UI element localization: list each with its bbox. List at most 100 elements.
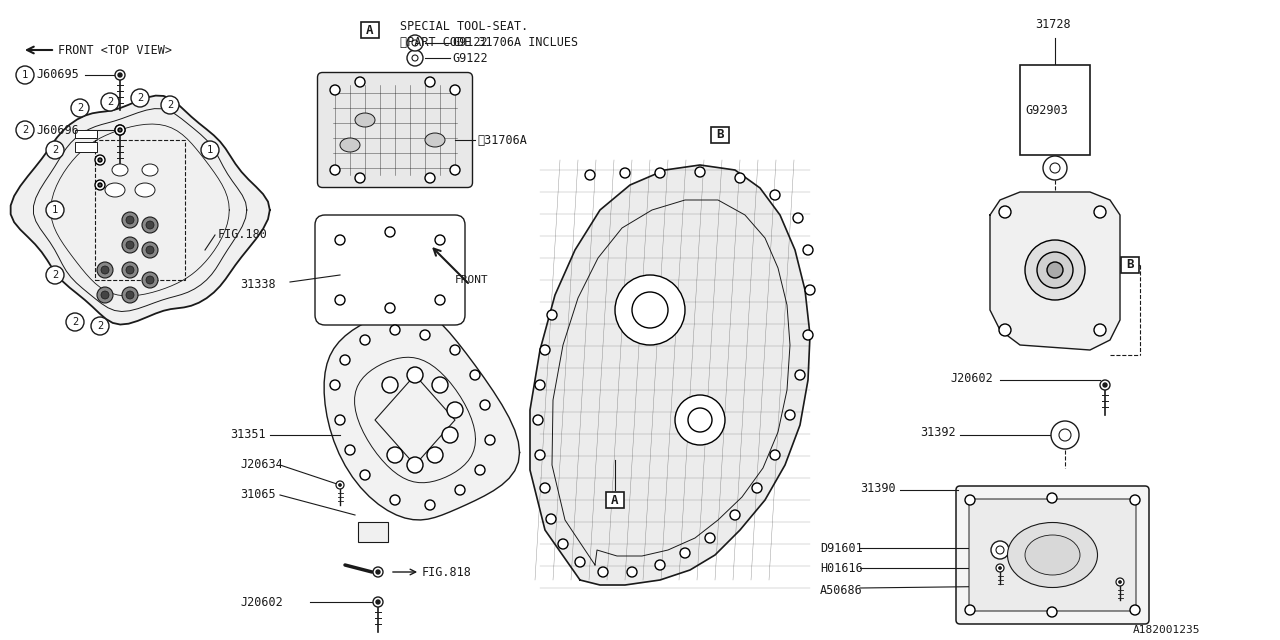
Polygon shape [989, 192, 1120, 350]
Circle shape [360, 335, 370, 345]
Text: FIG.818: FIG.818 [422, 566, 472, 579]
Bar [1121, 257, 1139, 273]
Circle shape [1094, 206, 1106, 218]
Circle shape [381, 377, 398, 393]
Circle shape [785, 410, 795, 420]
Bar [76, 130, 97, 138]
Text: 31390: 31390 [860, 481, 896, 495]
Text: A182001235: A182001235 [1133, 625, 1201, 635]
Ellipse shape [113, 164, 128, 176]
Circle shape [1050, 163, 1060, 173]
Circle shape [125, 291, 134, 299]
Bar [1020, 65, 1091, 155]
Circle shape [146, 221, 154, 229]
Circle shape [1103, 383, 1107, 387]
Circle shape [433, 377, 448, 393]
Text: 2: 2 [72, 317, 78, 327]
Circle shape [998, 566, 1001, 570]
Circle shape [454, 485, 465, 495]
Circle shape [442, 427, 458, 443]
Circle shape [99, 158, 102, 162]
Circle shape [330, 380, 340, 390]
Circle shape [387, 447, 403, 463]
Circle shape [99, 183, 102, 187]
Text: FRONT: FRONT [454, 275, 489, 285]
Bar [76, 142, 97, 152]
Circle shape [1094, 324, 1106, 336]
Circle shape [532, 415, 543, 425]
Circle shape [614, 275, 685, 345]
Bar [605, 492, 625, 508]
Text: J20602: J20602 [241, 595, 283, 609]
Text: B: B [1126, 259, 1134, 271]
Circle shape [425, 173, 435, 183]
Circle shape [475, 465, 485, 475]
Text: 2: 2 [52, 270, 58, 280]
Circle shape [125, 216, 134, 224]
Text: 31351: 31351 [230, 429, 266, 442]
Circle shape [771, 190, 780, 200]
Text: ※PART CODE 31706A INCLUES: ※PART CODE 31706A INCLUES [399, 36, 579, 49]
Circle shape [335, 481, 344, 489]
Polygon shape [324, 310, 520, 520]
Text: H01616: H01616 [820, 561, 863, 575]
Circle shape [372, 567, 383, 577]
FancyBboxPatch shape [969, 499, 1137, 611]
Text: J20602: J20602 [950, 371, 993, 385]
Circle shape [91, 317, 109, 335]
Circle shape [101, 291, 109, 299]
Circle shape [1043, 156, 1068, 180]
Circle shape [771, 450, 780, 460]
Text: J20634: J20634 [241, 458, 283, 472]
Circle shape [97, 262, 113, 278]
Circle shape [407, 457, 422, 473]
Circle shape [803, 245, 813, 255]
Circle shape [46, 141, 64, 159]
Circle shape [535, 450, 545, 460]
Circle shape [70, 99, 90, 117]
Circle shape [805, 285, 815, 295]
Ellipse shape [340, 138, 360, 152]
Circle shape [115, 125, 125, 135]
Circle shape [598, 567, 608, 577]
Circle shape [425, 77, 435, 87]
Circle shape [355, 173, 365, 183]
Polygon shape [10, 95, 270, 324]
Circle shape [998, 206, 1011, 218]
Text: A: A [612, 493, 618, 506]
Text: 1: 1 [207, 145, 214, 155]
Ellipse shape [1025, 535, 1080, 575]
Text: B: B [717, 129, 723, 141]
Circle shape [627, 567, 637, 577]
Text: ※31706A: ※31706A [477, 134, 527, 147]
Text: 2: 2 [166, 100, 173, 110]
Circle shape [412, 40, 419, 46]
Circle shape [547, 514, 556, 524]
Circle shape [558, 539, 568, 549]
Text: G9122: G9122 [452, 36, 488, 49]
Circle shape [330, 165, 340, 175]
Circle shape [355, 77, 365, 87]
Circle shape [585, 170, 595, 180]
Circle shape [97, 287, 113, 303]
Circle shape [15, 121, 35, 139]
Text: 1: 1 [22, 70, 28, 80]
Circle shape [146, 276, 154, 284]
Circle shape [407, 50, 422, 66]
Circle shape [412, 55, 419, 61]
Circle shape [125, 241, 134, 249]
Circle shape [965, 495, 975, 505]
Bar [358, 522, 388, 542]
Circle shape [376, 570, 380, 574]
Circle shape [142, 217, 157, 233]
Text: 2: 2 [106, 97, 113, 107]
Circle shape [407, 35, 422, 51]
Circle shape [1047, 607, 1057, 617]
Circle shape [689, 408, 712, 432]
Text: SPECIAL TOOL-SEAT.: SPECIAL TOOL-SEAT. [399, 20, 529, 33]
Text: 31065: 31065 [241, 488, 275, 502]
Circle shape [435, 295, 445, 305]
Circle shape [996, 564, 1004, 572]
Circle shape [118, 128, 122, 132]
Circle shape [346, 445, 355, 455]
